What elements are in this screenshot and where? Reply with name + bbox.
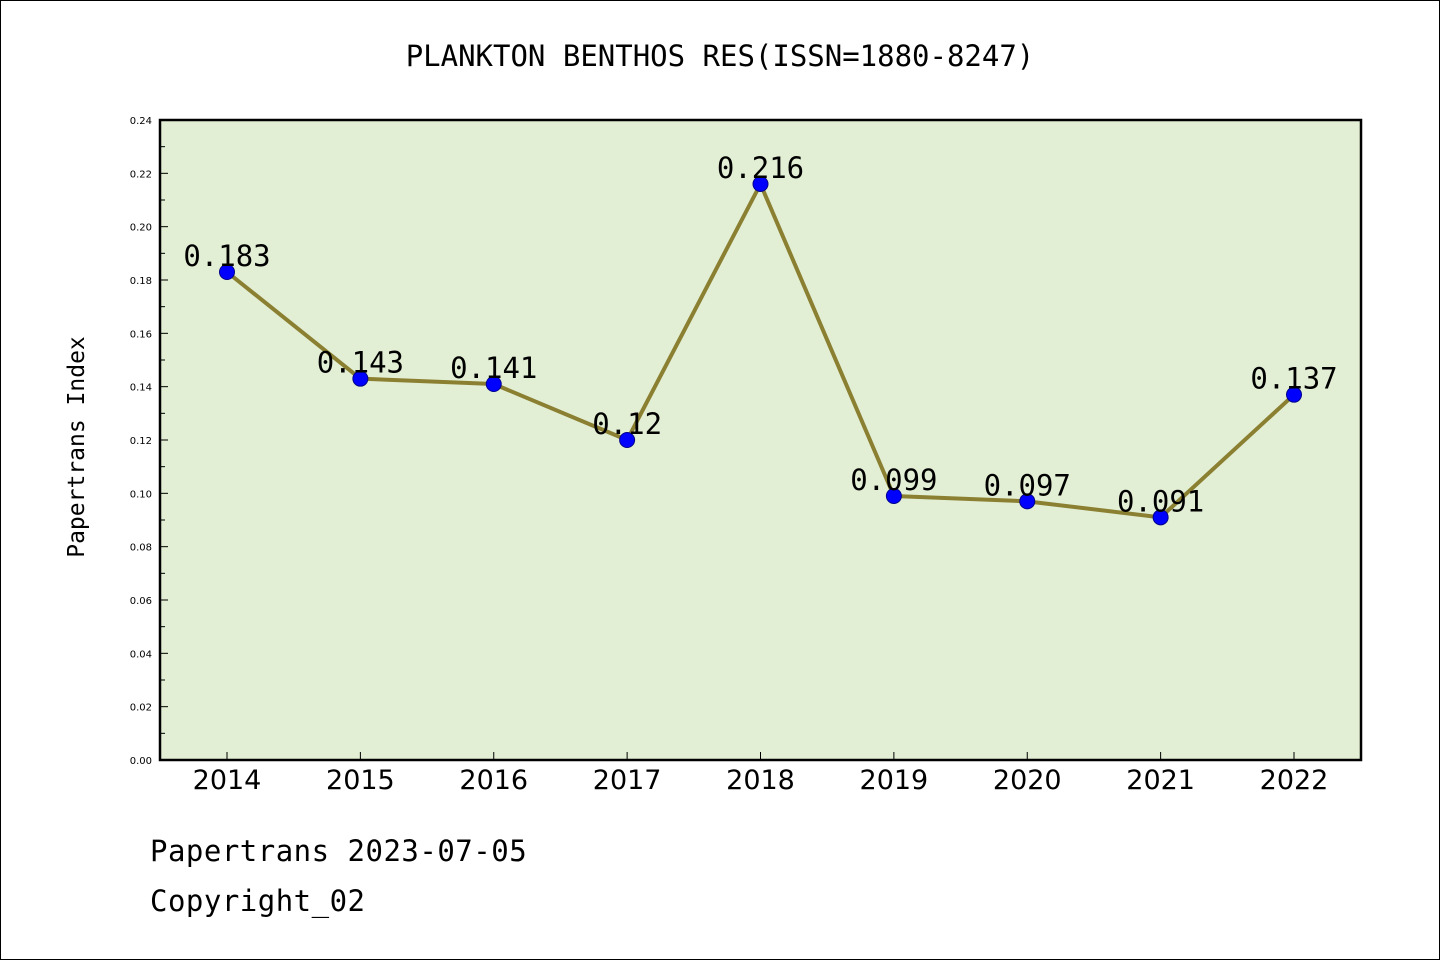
y-tick-label: 0.08 (130, 543, 152, 554)
footer-date: Papertrans 2023-07-05 (150, 834, 528, 868)
data-label: 0.099 (850, 463, 937, 497)
data-point (485, 376, 502, 392)
y-tick-label: 0.10 (130, 489, 152, 500)
y-tick-label: 0.06 (130, 596, 152, 607)
data-point (352, 370, 369, 387)
y-tick-label: 0.20 (130, 223, 152, 234)
x-axis: 2014 2015 2016 2017 2018 2019 2020 2021 2022 (193, 752, 1329, 796)
data-markers (219, 176, 1302, 526)
data-label: 0.12 (592, 407, 662, 441)
data-point (1286, 386, 1302, 403)
data-labels: 0.183 0.143 0.141 0.12 0.216 0.099 0.097 0.091 0… (183, 151, 1337, 518)
data-label: 0.216 (717, 151, 804, 185)
data-point (752, 176, 769, 192)
plot-area (160, 120, 1361, 760)
data-label: 0.183 (183, 239, 270, 273)
data-point (1019, 493, 1036, 510)
data-label: 0.091 (1117, 484, 1204, 518)
x-tick-label: 2017 (593, 765, 662, 796)
y-tick-label: 0.18 (130, 276, 152, 287)
x-tick-label: 2022 (1260, 765, 1329, 796)
y-axis: 0.00 0.02 0.04 0.06 0.08 0.10 0.12 0.14 0.16 0.18… (130, 116, 168, 767)
data-label: 0.097 (984, 468, 1071, 502)
x-tick-label: 2014 (193, 765, 262, 796)
data-label: 0.143 (317, 346, 404, 380)
x-tick-label: 2021 (1126, 765, 1195, 796)
x-tick-label: 2016 (459, 765, 528, 796)
data-label: 0.137 (1250, 362, 1337, 396)
data-label: 0.141 (450, 351, 537, 385)
y-tick-label: 0.24 (130, 116, 152, 127)
x-tick-label: 2019 (860, 765, 929, 796)
y-tick-label: 0.22 (130, 169, 152, 180)
x-tick-label: 2020 (993, 765, 1062, 796)
data-point (219, 264, 235, 280)
footer-copyright: Copyright_02 (150, 884, 366, 918)
data-point (619, 432, 636, 448)
y-tick-label: 0.04 (130, 649, 152, 660)
y-tick-label: 0.00 (130, 756, 152, 767)
plot-border (158, 118, 1363, 762)
y-tick-label: 0.14 (130, 383, 152, 394)
y-axis-label: Papertrans Index (64, 336, 90, 558)
data-point (1152, 509, 1169, 526)
x-tick-label: 2018 (726, 765, 795, 796)
y-tick-label: 0.02 (130, 703, 152, 714)
x-tick-label: 2015 (326, 765, 395, 796)
y-tick-label: 0.16 (130, 329, 152, 340)
y-tick-label: 0.12 (130, 436, 152, 447)
data-point (885, 488, 902, 504)
chart-title: PLANKTON BENTHOS RES(ISSN=1880-8247) (406, 39, 1035, 73)
